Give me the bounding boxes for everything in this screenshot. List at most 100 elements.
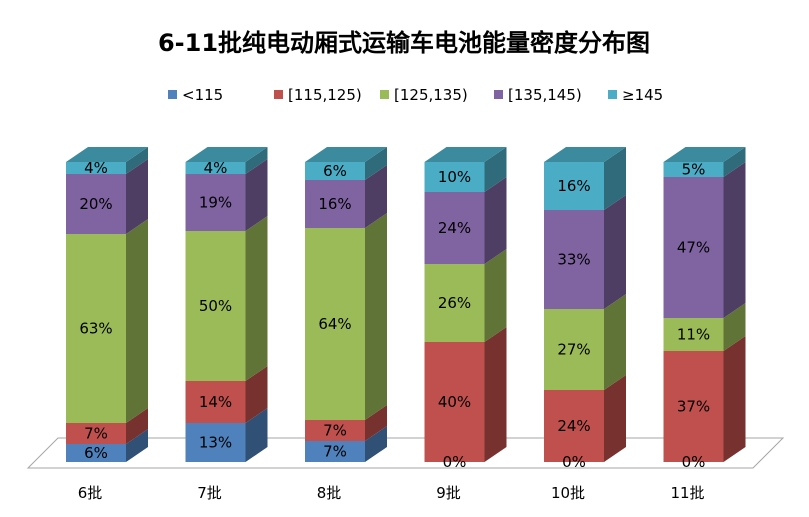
bar-front	[305, 420, 365, 441]
bar-front	[424, 264, 485, 342]
bar-front	[544, 210, 604, 309]
bar-front	[663, 162, 724, 177]
bar-segment	[185, 366, 268, 423]
bar-front	[544, 309, 604, 390]
bar-side	[365, 405, 387, 441]
bar-side	[604, 147, 626, 210]
bar-segment	[663, 162, 746, 318]
bars	[66, 147, 746, 462]
bar-front	[185, 231, 246, 381]
legend-label: <115	[182, 86, 223, 104]
legend-label: [135,145)	[508, 86, 582, 104]
bar-front	[305, 228, 365, 420]
bar-segment	[424, 177, 507, 264]
legend-swatch	[494, 90, 503, 99]
bar-front	[544, 390, 604, 462]
bar-front	[66, 174, 126, 234]
bar-segment	[185, 408, 268, 462]
bar-side	[365, 213, 387, 420]
bar-side	[484, 327, 507, 462]
data-label: 40%	[438, 393, 471, 411]
bar-segment	[305, 165, 387, 228]
bar-side	[126, 429, 148, 462]
data-label: 7%	[84, 425, 108, 443]
bar-front	[424, 162, 485, 192]
bar-front	[66, 423, 126, 444]
bar-side	[365, 426, 387, 462]
bar-top	[424, 147, 507, 162]
bar-side	[126, 408, 148, 444]
bar-segment	[66, 147, 148, 174]
data-label: 50%	[199, 297, 232, 315]
bar-top	[663, 147, 746, 162]
data-label: 33%	[557, 251, 590, 269]
bar-side	[126, 147, 148, 174]
legend-swatch	[168, 90, 177, 99]
bar-segment	[305, 426, 387, 462]
bar-front	[185, 174, 246, 231]
legend-item-115: <115	[168, 86, 223, 104]
data-label: 63%	[79, 320, 112, 338]
legend-item-135-145: [135,145)	[494, 86, 582, 104]
bar-side	[245, 216, 268, 381]
bar-top	[544, 147, 626, 162]
data-label: 20%	[79, 195, 112, 213]
legend-swatch	[380, 90, 389, 99]
bar-segment	[544, 375, 626, 462]
legend-swatch	[608, 90, 617, 99]
bar-top	[66, 147, 148, 162]
bar-stack-0	[66, 147, 148, 462]
bar-segment	[544, 195, 626, 309]
bar-segment	[305, 147, 387, 180]
legend-label: [125,135)	[394, 86, 468, 104]
bar-side	[245, 408, 268, 462]
bar-segment	[66, 429, 148, 462]
bar-front	[305, 180, 365, 228]
bar-side	[723, 162, 746, 318]
bar-front	[663, 318, 724, 351]
bar-segment	[66, 408, 148, 444]
bar-segment	[424, 327, 507, 462]
bar-side	[245, 147, 268, 174]
bar-front	[544, 162, 604, 210]
data-label: 0%	[682, 453, 706, 471]
bar-front	[663, 177, 724, 318]
data-label: 7%	[323, 422, 347, 440]
chart-floor	[26, 437, 785, 469]
bar-top	[185, 147, 268, 162]
bar-front	[185, 162, 246, 174]
data-label: 64%	[318, 315, 351, 333]
data-label: 19%	[199, 194, 232, 212]
data-label: 6%	[84, 444, 108, 462]
category-label: 8批	[317, 484, 342, 502]
bar-stack-1	[185, 147, 268, 462]
bar-front	[305, 162, 365, 180]
bar-segment	[305, 213, 387, 420]
bar-side	[126, 219, 148, 423]
bar-side	[365, 165, 387, 228]
bar-segment	[66, 219, 148, 423]
bar-top	[305, 147, 387, 162]
bar-front	[424, 192, 485, 264]
bar-front	[424, 342, 485, 462]
bar-side	[604, 375, 626, 462]
bar-side	[723, 336, 746, 462]
bar-segment	[544, 294, 626, 390]
bar-side	[604, 294, 626, 390]
bar-segment	[185, 159, 268, 231]
legend-label: ≥145	[622, 86, 663, 104]
data-label: 13%	[199, 434, 232, 452]
category-label: 10批	[551, 484, 585, 502]
bar-segment	[424, 249, 507, 342]
data-label: 26%	[438, 294, 471, 312]
bar-segment	[185, 216, 268, 381]
data-label: 24%	[438, 219, 471, 237]
bar-side	[126, 159, 148, 234]
bar-front	[66, 234, 126, 423]
category-label: 11批	[670, 484, 704, 502]
category-label: 7批	[197, 484, 222, 502]
legend: <115 [115,125) [125,135) [135,145) ≥145	[168, 86, 663, 104]
data-label: 14%	[199, 393, 232, 411]
bar-front	[305, 441, 365, 462]
